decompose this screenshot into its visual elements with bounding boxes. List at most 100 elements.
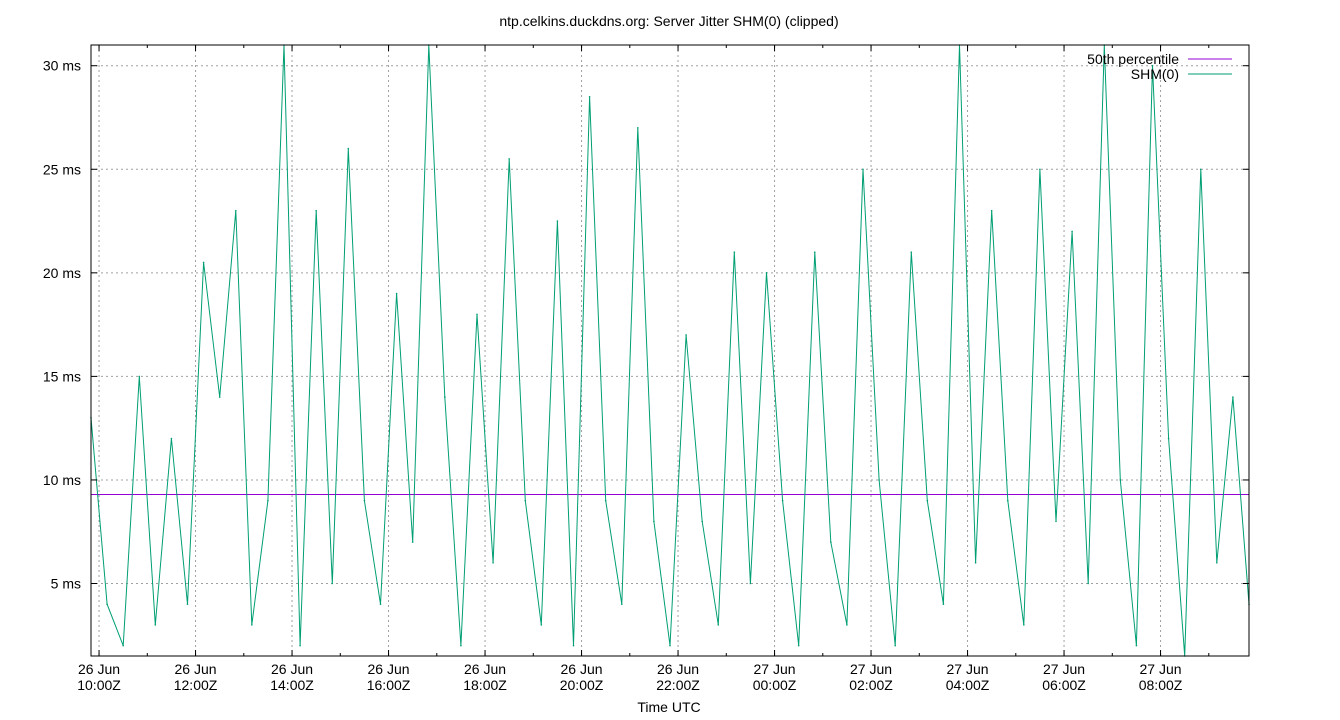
data-point (862, 168, 864, 171)
data-point (1039, 168, 1041, 171)
y-tick-label: 25 ms (43, 161, 81, 177)
data-point (1232, 396, 1234, 398)
data-point (267, 499, 269, 502)
data-point (492, 561, 494, 564)
data-point (1087, 582, 1089, 585)
legend-label: 50th percentile (1087, 51, 1179, 67)
plot-border (90, 44, 1250, 657)
x-tick-label-day: 27 Jun (754, 661, 796, 677)
x-tick-label-day: 26 Jun (175, 661, 217, 677)
data-point (202, 261, 205, 264)
x-tick-label-day: 27 Jun (1043, 661, 1085, 677)
legend-label: SHM(0) (1131, 66, 1179, 82)
data-point (186, 603, 189, 606)
x-tick-label-time: 14:00Z (270, 677, 314, 693)
data-point (910, 251, 913, 253)
data-point (701, 520, 703, 523)
data-point (251, 624, 253, 626)
data-point (878, 479, 880, 481)
data-point (138, 375, 141, 378)
data-point (588, 95, 591, 98)
data-point (1023, 624, 1025, 626)
data-point (572, 644, 575, 647)
data-point (1167, 437, 1170, 440)
data-point (1135, 644, 1138, 647)
chart-title: ntp.celkins.duckdns.org: Server Jitter S… (499, 13, 838, 29)
data-point (942, 603, 945, 606)
x-tick-label-time: 10:00Z (77, 677, 121, 693)
data-point (1216, 561, 1218, 564)
x-tick-label-time: 12:00Z (174, 677, 218, 693)
data-point (733, 251, 736, 253)
x-tick-label-day: 27 Jun (850, 661, 892, 677)
data-point (508, 158, 510, 160)
data-point (620, 603, 623, 606)
data-point (1071, 230, 1073, 233)
data-point (1199, 168, 1202, 171)
x-tick-label-time: 22:00Z (656, 677, 700, 693)
data-point (379, 603, 382, 606)
x-tick-label-day: 26 Jun (657, 661, 699, 677)
data-point (218, 396, 221, 398)
data-point (974, 561, 977, 564)
data-point (234, 209, 237, 212)
data-point (524, 499, 527, 502)
data-point (637, 127, 639, 129)
x-tick-label-time: 20:00Z (560, 677, 604, 693)
data-point (460, 644, 462, 647)
x-tick-label-day: 26 Jun (271, 661, 313, 677)
x-tick-label-day: 26 Jun (561, 661, 603, 677)
data-point (749, 582, 752, 585)
data-point (990, 209, 993, 212)
data-point (347, 147, 350, 150)
x-tick-label-time: 02:00Z (849, 677, 893, 693)
data-point (411, 541, 414, 543)
series-line-shm0 (90, 44, 1250, 657)
y-tick-label: 5 ms (51, 576, 81, 592)
data-point (1119, 479, 1122, 481)
data-point (556, 220, 559, 222)
y-tick-label: 30 ms (43, 58, 81, 74)
data-point (781, 499, 784, 502)
data-point (1006, 499, 1009, 502)
data-point (926, 499, 929, 502)
x-tick-label-time: 00:00Z (753, 677, 797, 693)
series-layer (90, 44, 1250, 657)
data-point (765, 272, 768, 274)
data-point (315, 209, 317, 212)
data-point (846, 624, 848, 626)
data-point (170, 437, 173, 440)
data-point (830, 541, 832, 543)
data-point (604, 499, 607, 502)
x-tick-label-time: 06:00Z (1042, 677, 1086, 693)
x-tick-label-day: 26 Jun (78, 661, 120, 677)
x-tick-label-day: 26 Jun (464, 661, 506, 677)
data-point (106, 603, 108, 606)
data-point (797, 644, 800, 647)
x-tick-label-day: 27 Jun (1140, 661, 1182, 677)
data-point (122, 644, 124, 647)
y-tick-label: 15 ms (43, 368, 81, 384)
y-tick-label: 20 ms (43, 265, 81, 281)
grid-lines (91, 45, 1249, 656)
data-point (540, 624, 543, 626)
data-point (1151, 64, 1154, 67)
x-tick-label-time: 08:00Z (1139, 677, 1183, 693)
x-tick-label-day: 26 Jun (368, 661, 410, 677)
data-point (653, 520, 655, 523)
data-point (894, 644, 896, 647)
data-point (299, 644, 301, 647)
data-point (1055, 520, 1057, 523)
x-tick-label-time: 04:00Z (946, 677, 990, 693)
data-point (154, 624, 157, 626)
data-point (813, 251, 816, 253)
data-point (444, 396, 446, 398)
data-point (363, 499, 366, 502)
x-tick-label-day: 27 Jun (947, 661, 989, 677)
data-point (331, 582, 334, 585)
data-point (395, 292, 398, 295)
data-point (669, 644, 671, 647)
